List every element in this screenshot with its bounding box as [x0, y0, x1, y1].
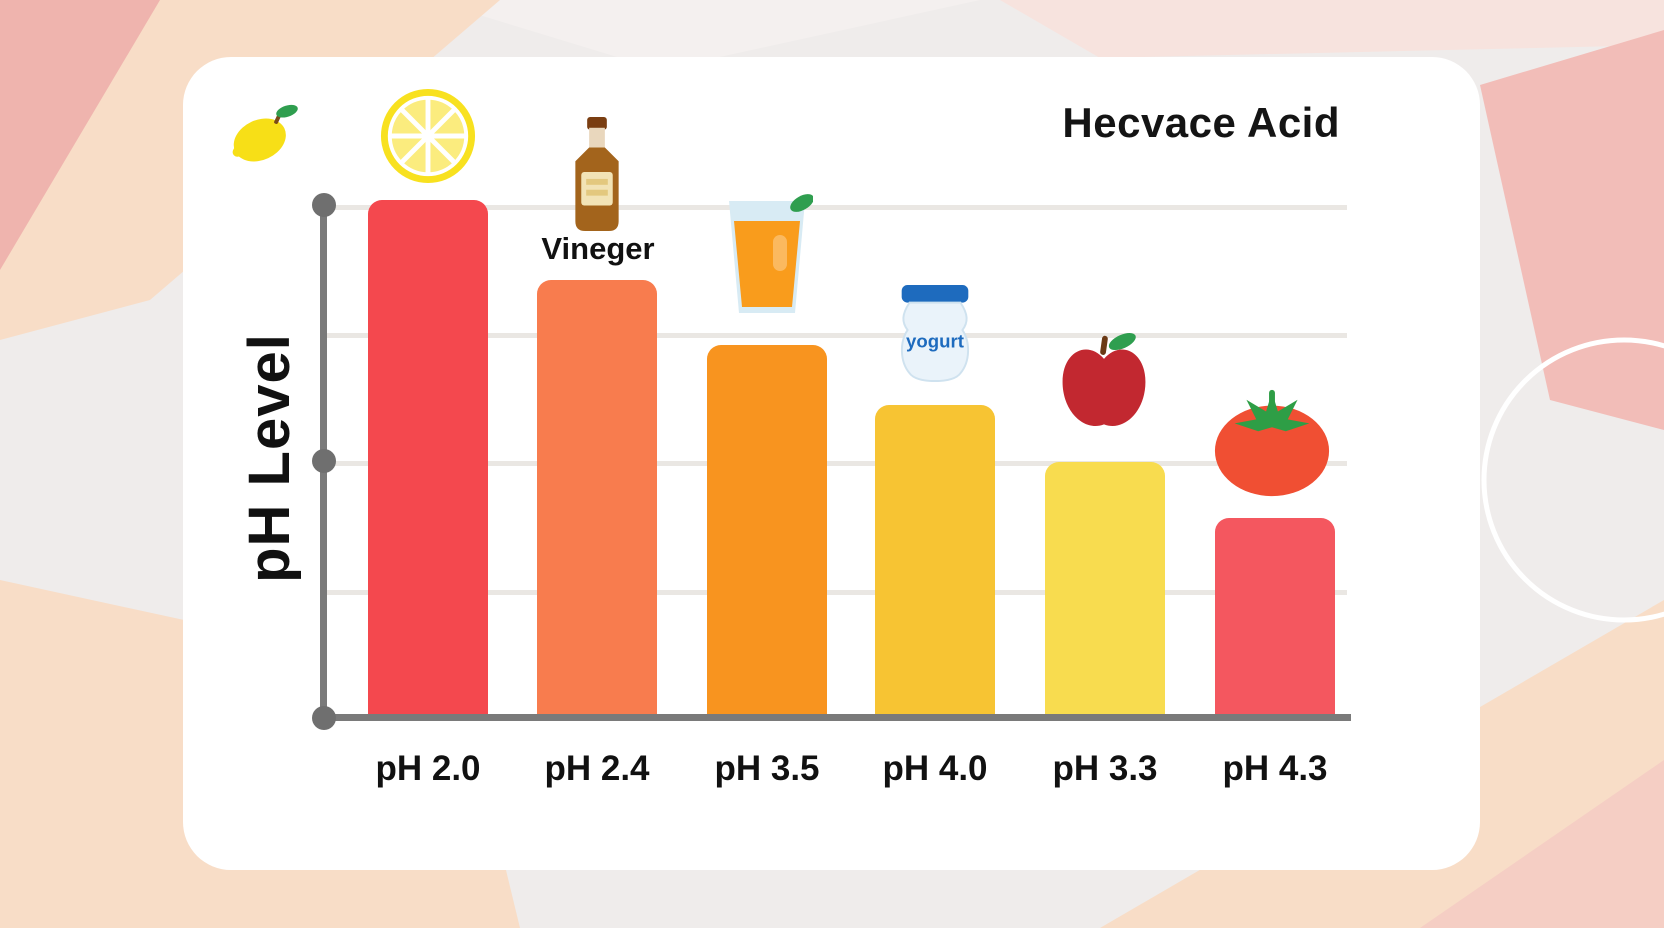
gridline — [323, 333, 1347, 338]
apple-icon — [1062, 333, 1146, 426]
chart-card: Hecvace Acid pH Level pH 2.0 pH 2.4 pH 3… — [183, 57, 1480, 870]
gridline — [323, 461, 1347, 466]
axis-dot-bottom — [312, 706, 336, 730]
x-label-yogurt: pH 4.0 — [882, 749, 988, 788]
x-label-vinegar: pH 2.4 — [544, 749, 650, 788]
x-label-tomato: pH 4.3 — [1222, 749, 1328, 788]
gridline — [323, 205, 1347, 210]
bar-juice — [707, 345, 827, 718]
tomato-icon — [1214, 389, 1330, 497]
bar-vinegar — [537, 280, 657, 718]
x-axis — [317, 714, 1351, 721]
x-label-apple: pH 3.3 — [1052, 749, 1158, 788]
bar-apple — [1045, 462, 1165, 718]
juice-glass-icon — [729, 194, 813, 313]
bar-lemon — [368, 200, 488, 718]
y-axis-label: pH Level — [237, 333, 302, 583]
yogurt-jar-icon: yogurt — [900, 284, 970, 383]
x-label-lemon: pH 2.0 — [375, 749, 481, 788]
lemon-slice-icon — [380, 88, 476, 184]
bar-tomato — [1215, 518, 1335, 718]
yogurt-jar-label: yogurt — [906, 331, 964, 352]
bar-yogurt — [875, 405, 995, 718]
axis-dot-top — [312, 193, 336, 217]
gridline — [323, 590, 1347, 595]
lemon-icon — [232, 104, 298, 162]
x-label-juice: pH 3.5 — [714, 749, 820, 788]
axis-dot-middle — [312, 449, 336, 473]
circle-outline-decoration — [1481, 337, 1664, 623]
vinegar-bottle-icon — [575, 116, 619, 232]
vinegar-caption: Vineger — [541, 231, 655, 266]
chart-title: Hecvace Acid — [1062, 99, 1340, 146]
